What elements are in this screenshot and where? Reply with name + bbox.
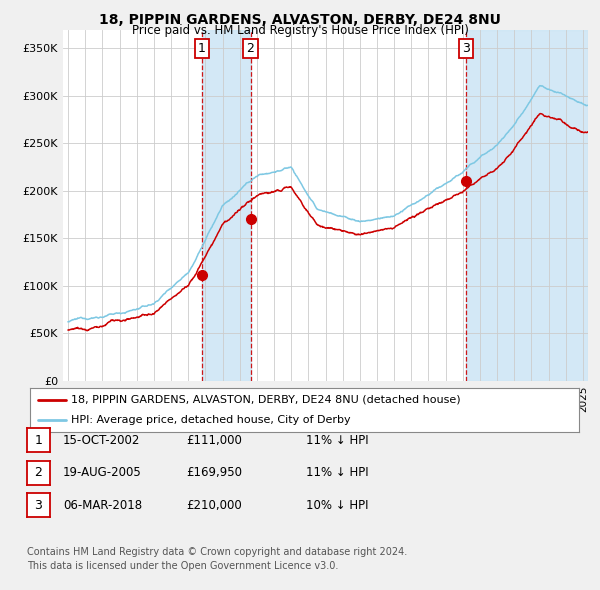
Text: 15-OCT-2002: 15-OCT-2002: [63, 434, 140, 447]
Text: 3: 3: [462, 42, 470, 55]
Text: Contains HM Land Registry data © Crown copyright and database right 2024.
This d: Contains HM Land Registry data © Crown c…: [27, 547, 407, 571]
Text: 10% ↓ HPI: 10% ↓ HPI: [306, 499, 368, 512]
Text: 2: 2: [34, 466, 43, 479]
Text: Price paid vs. HM Land Registry's House Price Index (HPI): Price paid vs. HM Land Registry's House …: [131, 24, 469, 37]
Text: £169,950: £169,950: [186, 466, 242, 479]
Text: 1: 1: [34, 434, 43, 447]
Text: 1: 1: [198, 42, 206, 55]
Bar: [466, 30, 588, 381]
Text: HPI: Average price, detached house, City of Derby: HPI: Average price, detached house, City…: [71, 415, 351, 425]
Text: 2: 2: [247, 42, 254, 55]
Text: 18, PIPPIN GARDENS, ALVASTON, DERBY, DE24 8NU: 18, PIPPIN GARDENS, ALVASTON, DERBY, DE2…: [99, 13, 501, 27]
Text: 06-MAR-2018: 06-MAR-2018: [63, 499, 142, 512]
Text: 18, PIPPIN GARDENS, ALVASTON, DERBY, DE24 8NU (detached house): 18, PIPPIN GARDENS, ALVASTON, DERBY, DE2…: [71, 395, 461, 405]
Text: 19-AUG-2005: 19-AUG-2005: [63, 466, 142, 479]
Text: 11% ↓ HPI: 11% ↓ HPI: [306, 434, 368, 447]
Bar: [202, 30, 251, 381]
Text: £111,000: £111,000: [186, 434, 242, 447]
Text: 11% ↓ HPI: 11% ↓ HPI: [306, 466, 368, 479]
Text: £210,000: £210,000: [186, 499, 242, 512]
Text: 3: 3: [34, 499, 43, 512]
